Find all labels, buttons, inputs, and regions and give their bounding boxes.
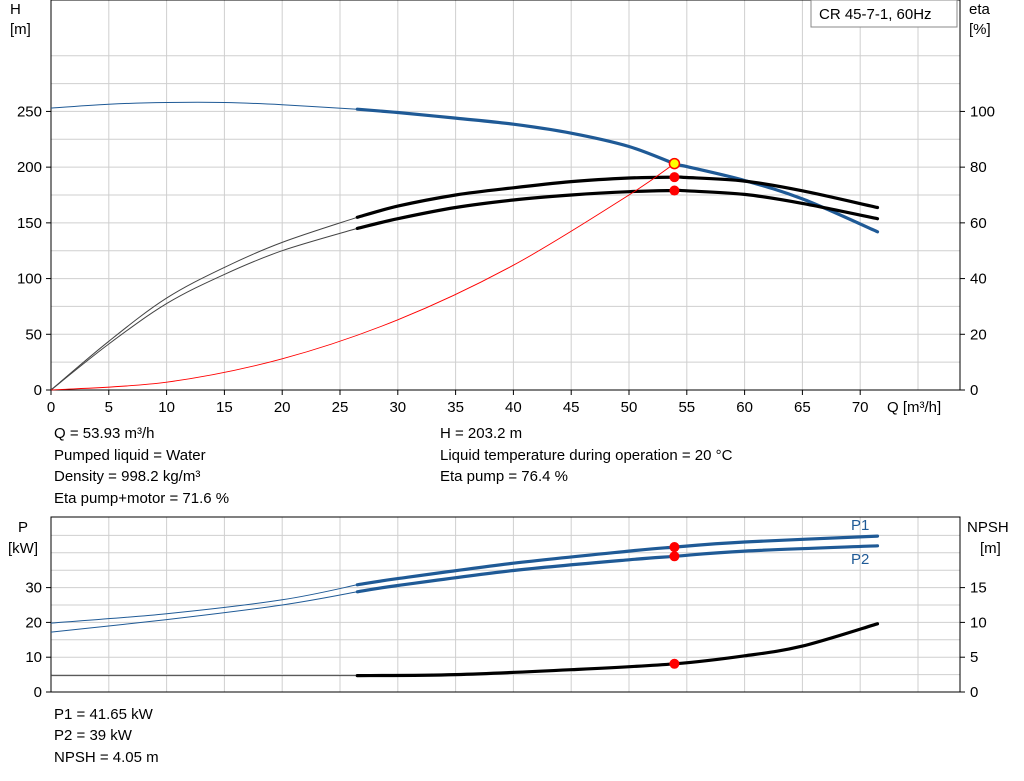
right-tick-label: 20 xyxy=(970,326,987,343)
p1-curve xyxy=(355,534,880,587)
right-tick-label: 5 xyxy=(970,649,978,666)
x-tick-label: 25 xyxy=(332,399,349,416)
left-tick-label: 30 xyxy=(25,580,42,597)
npsh-curve xyxy=(355,622,880,678)
info-eta-pump-motor: Eta pump+motor = 71.6 % xyxy=(54,490,229,507)
h-axis-label: H xyxy=(10,1,21,18)
x-tick-label: 60 xyxy=(736,399,753,416)
p2-duty-marker xyxy=(669,551,680,562)
top-panel-curves xyxy=(50,101,880,391)
left-tick-label: 150 xyxy=(17,215,42,232)
bottom-panel-curves xyxy=(50,534,880,678)
h-curve xyxy=(355,107,880,234)
p-axis-label: P xyxy=(18,519,28,536)
left-tick-label: 0 xyxy=(34,382,42,399)
chart-title-box xyxy=(810,0,958,28)
operating-info-right: H = 203.2 m Liquid temperature during op… xyxy=(440,425,733,485)
eta-pump-motor-curve-extended xyxy=(50,227,358,391)
info-h: H = 203.2 m xyxy=(440,425,522,442)
p1-series-label: P1 xyxy=(851,517,869,534)
h-axis-unit: [m] xyxy=(10,21,31,38)
bottom-panel-grid xyxy=(51,517,960,692)
p2-curve-extended xyxy=(50,591,358,633)
left-tick-label: 10 xyxy=(25,649,42,666)
x-tick-label: 30 xyxy=(389,399,406,416)
x-tick-label: 45 xyxy=(563,399,580,416)
info-eta-pump: Eta pump = 76.4 % xyxy=(440,468,568,485)
info-density: Density = 998.2 kg/m³ xyxy=(54,468,200,485)
right-tick-label: 80 xyxy=(970,159,987,176)
eta-axis-label: eta xyxy=(969,1,991,18)
x-tick-label: 20 xyxy=(274,399,291,416)
duty-point-marker xyxy=(668,157,681,170)
x-tick-label: 15 xyxy=(216,399,233,416)
npsh-duty-marker xyxy=(669,658,680,669)
bottom-panel-frame xyxy=(50,516,961,693)
x-tick-label: 5 xyxy=(105,399,113,416)
left-tick-label: 200 xyxy=(17,159,42,176)
info-pumped-liquid: Pumped liquid = Water xyxy=(54,447,206,464)
x-tick-label: 35 xyxy=(447,399,464,416)
right-tick-label: 40 xyxy=(970,271,987,288)
x-tick-label: 65 xyxy=(794,399,811,416)
chart-title: CR 45-7-1, 60Hz xyxy=(819,6,932,23)
left-tick-label: 250 xyxy=(17,103,42,120)
operating-info-left: Q = 53.93 m³/h Pumped liquid = Water Den… xyxy=(54,425,229,507)
top-panel-grid xyxy=(51,0,960,390)
bottom-panel-ticks: 0 10 20 30 0 5 10 15 xyxy=(25,580,986,701)
x-tick-label: 40 xyxy=(505,399,522,416)
x-tick-label: 0 xyxy=(47,399,55,416)
p2-curve xyxy=(355,544,880,594)
left-tick-label: 50 xyxy=(25,326,42,343)
left-tick-label: 0 xyxy=(34,684,42,701)
x-tick-label: 55 xyxy=(678,399,695,416)
right-tick-label: 0 xyxy=(970,382,978,399)
info-p2: P2 = 39 kW xyxy=(54,727,133,744)
eta-pump-curve xyxy=(355,175,880,219)
info-q: Q = 53.93 m³/h xyxy=(54,425,154,442)
x-tick-label: 10 xyxy=(158,399,175,416)
top-panel-ticks: 0 50 100 150 200 250 0 20 40 60 80 100 0 5 10 15 20 25 30 3… xyxy=(17,103,995,416)
p1-curve-extended xyxy=(50,584,358,624)
info-p1: P1 = 41.65 kW xyxy=(54,706,154,723)
x-tick-label: 50 xyxy=(621,399,638,416)
eta-pump-curve-extended xyxy=(50,216,358,391)
system-curve-curve-extended xyxy=(50,163,675,391)
info-liquid-temperature: Liquid temperature during operation = 20… xyxy=(440,447,733,464)
info-npsh: NPSH = 4.05 m xyxy=(54,749,159,766)
left-tick-label: 100 xyxy=(17,271,42,288)
right-tick-label: 100 xyxy=(970,103,995,120)
q-axis-label: Q [m³/h] xyxy=(887,399,941,416)
x-tick-label: 70 xyxy=(852,399,869,416)
eta-axis-unit: [%] xyxy=(969,21,991,38)
right-tick-label: 10 xyxy=(970,614,987,631)
p1-duty-marker xyxy=(669,542,680,553)
eta-pump-motor-curve xyxy=(355,188,880,230)
p2-series-label: P2 xyxy=(851,551,869,568)
p-axis-unit: [kW] xyxy=(8,540,38,557)
eta-pump-motor-duty-marker xyxy=(669,185,680,196)
right-tick-label: 60 xyxy=(970,215,987,232)
left-tick-label: 20 xyxy=(25,614,42,631)
top-panel-frame xyxy=(50,0,961,391)
npsh-axis-label: NPSH xyxy=(967,519,1009,536)
right-tick-label: 15 xyxy=(970,580,987,597)
npsh-axis-unit: [m] xyxy=(980,540,1001,557)
right-tick-label: 0 xyxy=(970,684,978,701)
operating-info-bottom: P1 = 41.65 kW P2 = 39 kW NPSH = 4.05 m xyxy=(54,706,159,766)
eta-pump-duty-marker xyxy=(669,172,680,183)
h-curve-extended xyxy=(50,101,358,110)
